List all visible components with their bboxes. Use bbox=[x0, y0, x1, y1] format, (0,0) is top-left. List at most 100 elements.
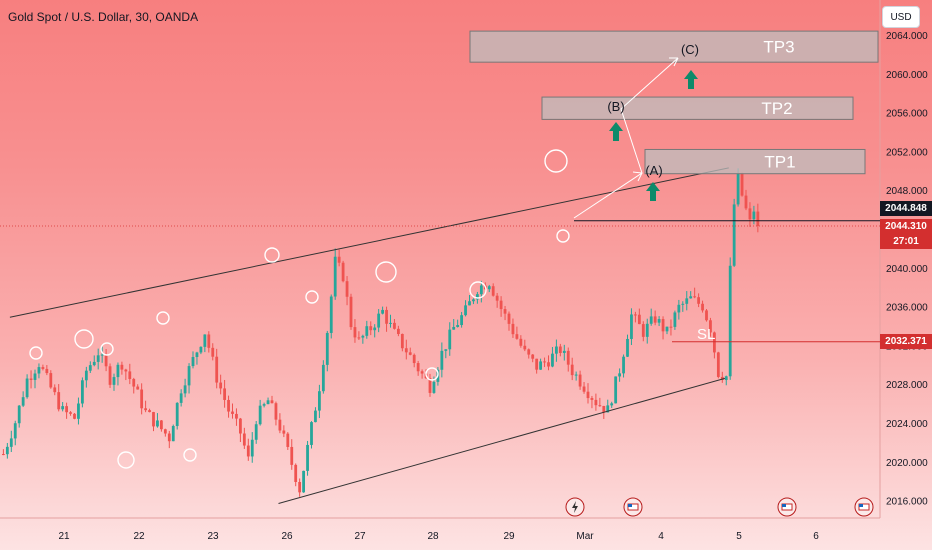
candle[interactable] bbox=[163, 429, 167, 434]
candle[interactable] bbox=[527, 349, 531, 355]
candle[interactable] bbox=[404, 348, 408, 353]
candle[interactable] bbox=[2, 454, 5, 456]
swing-marker[interactable] bbox=[556, 229, 570, 243]
candle[interactable] bbox=[195, 352, 199, 358]
candle[interactable] bbox=[266, 400, 270, 405]
candle[interactable] bbox=[641, 324, 645, 337]
candle[interactable] bbox=[92, 361, 96, 366]
candle[interactable] bbox=[752, 211, 756, 220]
candle[interactable] bbox=[626, 338, 629, 357]
candle[interactable] bbox=[634, 314, 637, 316]
swing-marker[interactable] bbox=[117, 451, 135, 469]
candle[interactable] bbox=[669, 326, 673, 328]
candle[interactable] bbox=[345, 281, 349, 297]
candle[interactable] bbox=[203, 334, 207, 347]
candle[interactable] bbox=[748, 208, 752, 220]
candle[interactable] bbox=[681, 303, 685, 305]
candle[interactable] bbox=[61, 406, 65, 410]
candle[interactable] bbox=[479, 285, 483, 295]
candle[interactable] bbox=[96, 355, 100, 362]
candle[interactable] bbox=[653, 316, 657, 323]
candle[interactable] bbox=[562, 350, 566, 353]
candle[interactable] bbox=[440, 350, 444, 370]
candle[interactable] bbox=[713, 332, 716, 353]
candle[interactable] bbox=[84, 370, 88, 381]
candle[interactable] bbox=[523, 345, 527, 350]
candle[interactable] bbox=[254, 424, 258, 440]
candle[interactable] bbox=[551, 353, 554, 367]
channel-upper-line[interactable] bbox=[9, 167, 729, 318]
candle[interactable] bbox=[278, 419, 282, 431]
candle[interactable] bbox=[144, 408, 147, 411]
candle[interactable] bbox=[148, 410, 151, 413]
candle[interactable] bbox=[555, 346, 558, 354]
candle[interactable] bbox=[25, 378, 29, 398]
candle[interactable] bbox=[716, 352, 720, 377]
candle[interactable] bbox=[45, 368, 49, 374]
candle[interactable] bbox=[100, 354, 104, 356]
candle[interactable] bbox=[618, 373, 621, 377]
candle[interactable] bbox=[472, 299, 475, 302]
candle[interactable] bbox=[341, 262, 345, 282]
candle[interactable] bbox=[361, 335, 365, 338]
candle[interactable] bbox=[124, 369, 128, 372]
candle[interactable] bbox=[420, 371, 424, 374]
candle[interactable] bbox=[381, 309, 384, 314]
candle[interactable] bbox=[207, 334, 211, 348]
candle[interactable] bbox=[547, 362, 550, 367]
candle[interactable] bbox=[187, 366, 191, 386]
currency-button[interactable]: USD bbox=[882, 6, 920, 28]
candle[interactable] bbox=[416, 363, 420, 372]
candle[interactable] bbox=[227, 399, 230, 412]
candle[interactable] bbox=[239, 418, 242, 434]
candle[interactable] bbox=[17, 405, 21, 424]
candle[interactable] bbox=[503, 309, 507, 314]
candle[interactable] bbox=[152, 412, 155, 427]
candle[interactable] bbox=[586, 391, 590, 399]
candle[interactable] bbox=[645, 323, 649, 337]
candle[interactable] bbox=[649, 316, 653, 324]
candle[interactable] bbox=[183, 385, 187, 394]
candle[interactable] bbox=[460, 315, 463, 326]
candle[interactable] bbox=[120, 364, 124, 370]
candle[interactable] bbox=[487, 286, 491, 290]
candle[interactable] bbox=[160, 420, 163, 430]
candle[interactable] bbox=[630, 314, 633, 339]
candle[interactable] bbox=[215, 356, 219, 383]
candle[interactable] bbox=[574, 374, 578, 376]
candle[interactable] bbox=[590, 398, 594, 400]
candle[interactable] bbox=[740, 172, 744, 196]
candle[interactable] bbox=[689, 296, 693, 299]
swing-marker[interactable] bbox=[74, 329, 94, 349]
candle[interactable] bbox=[329, 296, 333, 333]
candle[interactable] bbox=[389, 322, 392, 324]
candle[interactable] bbox=[412, 354, 416, 364]
candle[interactable] bbox=[21, 397, 25, 406]
candle[interactable] bbox=[81, 380, 84, 404]
candle[interactable] bbox=[73, 413, 76, 419]
candle[interactable] bbox=[622, 356, 625, 374]
candle[interactable] bbox=[673, 312, 677, 327]
candle[interactable] bbox=[33, 373, 37, 380]
candle[interactable] bbox=[408, 352, 412, 355]
candle[interactable] bbox=[606, 405, 610, 413]
target-box-tp2[interactable] bbox=[541, 96, 854, 120]
wave-projection-path[interactable] bbox=[573, 57, 679, 219]
candle[interactable] bbox=[53, 387, 57, 393]
swing-marker[interactable] bbox=[29, 346, 43, 360]
candle[interactable] bbox=[132, 378, 136, 387]
candle[interactable] bbox=[428, 378, 432, 393]
candle[interactable] bbox=[223, 388, 226, 400]
candle[interactable] bbox=[491, 286, 495, 296]
candle[interactable] bbox=[57, 392, 61, 410]
candle[interactable] bbox=[29, 378, 33, 380]
candle[interactable] bbox=[156, 420, 159, 427]
candle[interactable] bbox=[432, 381, 436, 393]
candle[interactable] bbox=[333, 256, 337, 297]
swing-marker[interactable] bbox=[375, 261, 397, 283]
candle[interactable] bbox=[468, 301, 471, 306]
candle[interactable] bbox=[349, 296, 353, 328]
swing-marker[interactable] bbox=[425, 367, 439, 381]
swing-marker[interactable] bbox=[156, 311, 170, 325]
